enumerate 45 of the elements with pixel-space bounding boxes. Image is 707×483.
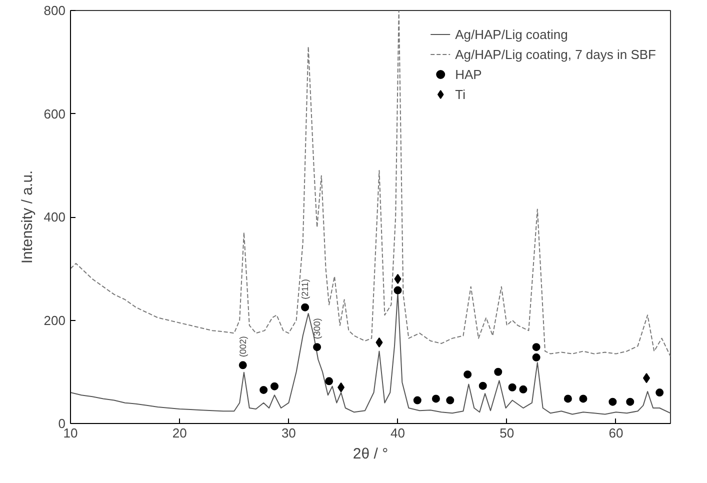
- point: [608, 398, 617, 406]
- point: [464, 370, 472, 378]
- point: [238, 361, 247, 370]
- x-tick-label: 50: [500, 426, 514, 440]
- x-tick-label: 40: [390, 426, 406, 440]
- annotation: (300): [312, 318, 322, 340]
- point: [478, 382, 487, 390]
- point: [494, 368, 502, 376]
- x-tick-label: 20: [172, 426, 187, 440]
- legend-label: HAP: [455, 66, 482, 82]
- legend-label: Ag/HAP/Lig coating: [455, 26, 568, 42]
- point: [532, 353, 540, 362]
- y-tick-label: 600: [44, 106, 66, 122]
- point: [432, 394, 440, 403]
- line-series: [70, 10, 670, 357]
- y-axis-title: Intensity / a.u.: [18, 170, 36, 264]
- y-tick-label: 0: [58, 416, 66, 431]
- point: [260, 386, 268, 394]
- point: [270, 382, 278, 390]
- annotation: (002): [238, 336, 248, 358]
- point: [338, 382, 345, 392]
- point: [626, 398, 634, 406]
- legend-label: Ti: [455, 86, 466, 102]
- point: [301, 303, 310, 312]
- point: [413, 396, 422, 404]
- point: [446, 396, 454, 404]
- x-tick-label: 60: [608, 426, 624, 440]
- y-tick-label: 200: [44, 312, 66, 328]
- point: [376, 337, 383, 348]
- point: [579, 394, 588, 403]
- annotation: (211): [300, 279, 310, 300]
- point: [313, 343, 322, 352]
- x-axis-title: 2θ / °: [352, 446, 388, 462]
- y-tick-label: 400: [44, 210, 66, 224]
- point: [325, 377, 334, 386]
- point: [532, 343, 540, 352]
- legend-label: Ag/HAP/Lig coating, 7 days in SBF: [455, 46, 656, 62]
- point: [564, 394, 572, 403]
- point: [394, 286, 402, 294]
- y-tick-label: 800: [44, 3, 66, 18]
- x-tick-label: 30: [281, 426, 296, 440]
- point: [508, 383, 516, 392]
- point: [519, 385, 528, 394]
- point: [656, 388, 664, 397]
- point: [394, 274, 402, 284]
